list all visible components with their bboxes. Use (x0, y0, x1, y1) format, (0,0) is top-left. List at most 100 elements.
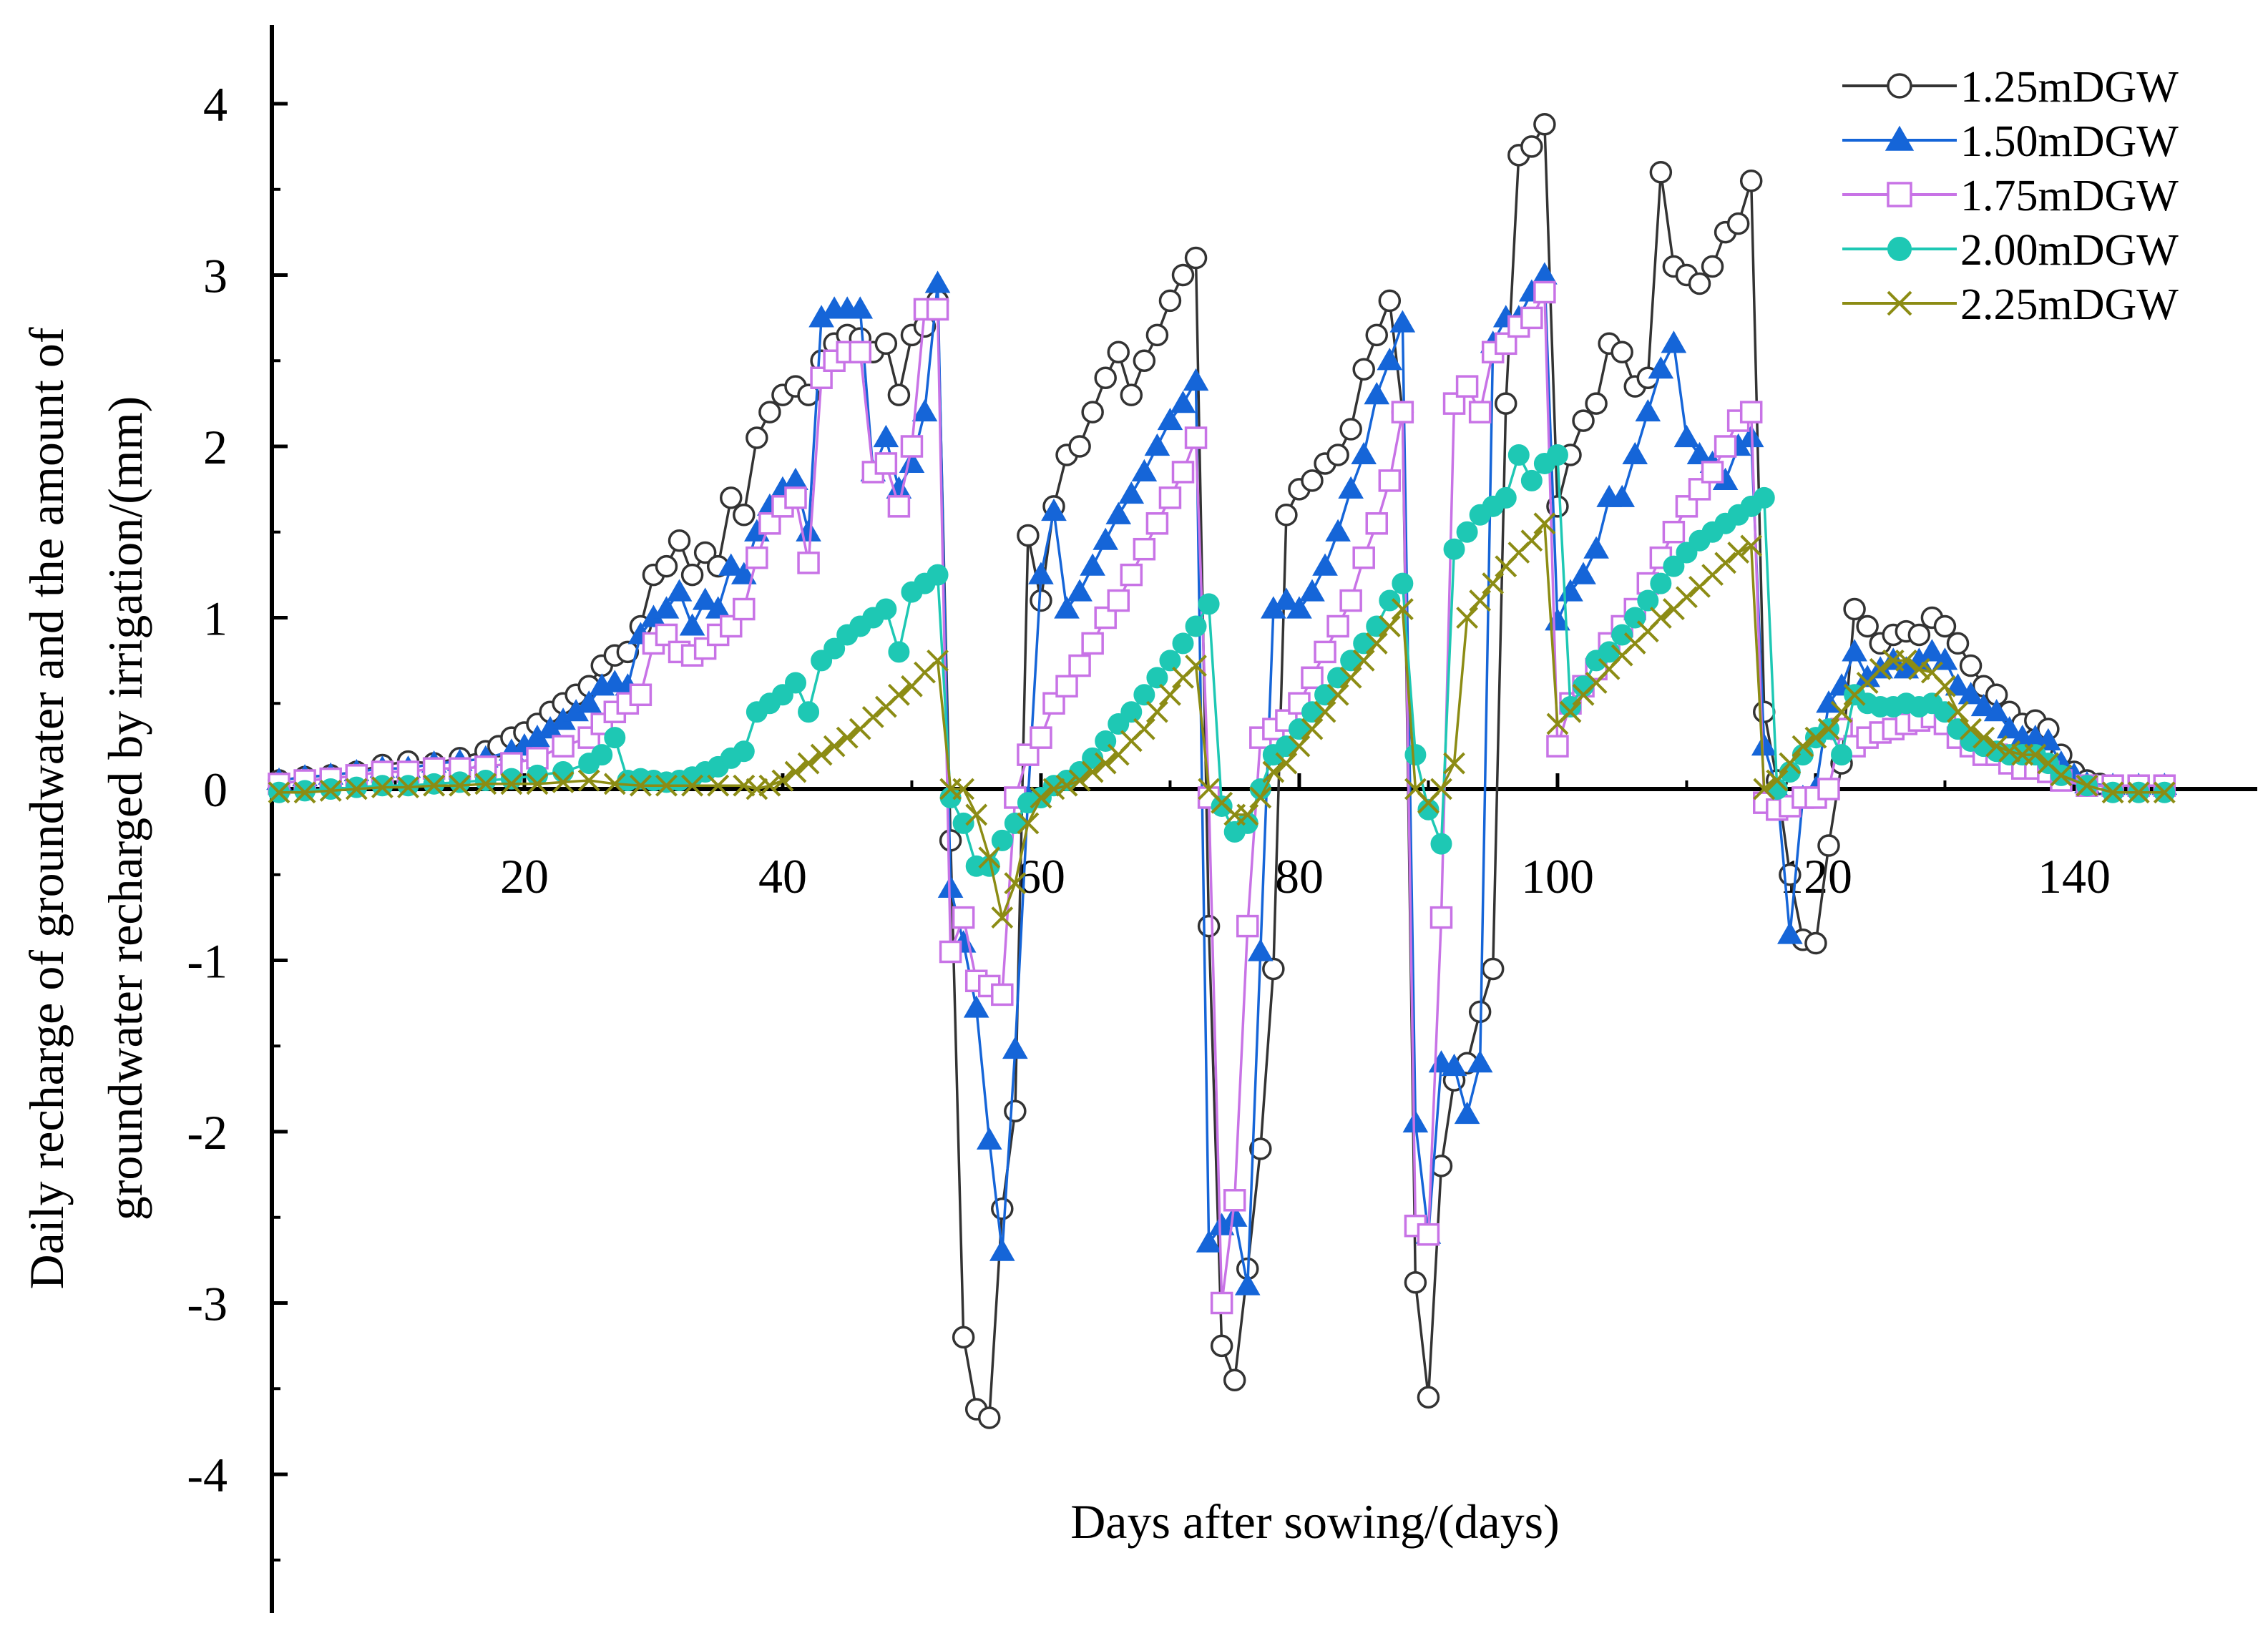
data-point (771, 769, 794, 792)
data-point (911, 398, 938, 422)
data-point (1856, 614, 1879, 638)
data-point (1777, 921, 1803, 944)
data-point (1520, 469, 1543, 491)
data-point (1017, 812, 1040, 835)
data-point (693, 541, 717, 564)
data-point (1649, 607, 1672, 629)
data-point (1714, 552, 1737, 574)
data-point (924, 270, 951, 293)
data-point (1443, 538, 1465, 560)
data-point (1365, 512, 1388, 535)
data-point (1351, 441, 1377, 465)
data-point (1377, 348, 1403, 371)
data-point (991, 906, 1014, 929)
data-point (1068, 435, 1091, 458)
data-point (1598, 641, 1621, 663)
data-point (1804, 931, 1827, 955)
data-point (1158, 289, 1182, 313)
data-point (1970, 693, 1997, 717)
legend-item: 2.00mDGW (1842, 226, 2179, 275)
data-point (1482, 572, 1505, 595)
data-point (1648, 356, 1674, 379)
x-tick-label: 20 (500, 849, 549, 903)
data-point (1946, 632, 1970, 655)
data-point (978, 846, 1001, 869)
data-point (1392, 572, 1414, 594)
data-point (873, 424, 899, 448)
y-tick-label: -1 (187, 934, 228, 989)
data-point (1673, 424, 1700, 448)
data-point (397, 776, 419, 799)
data-point (1996, 716, 2023, 739)
data-point (1649, 161, 1673, 184)
data-point (1402, 1110, 1429, 1133)
data-point (1417, 798, 1440, 821)
data-point (1753, 778, 1776, 800)
data-point (1934, 701, 1956, 723)
data-point (952, 778, 975, 800)
data-point (1907, 623, 1931, 647)
data-point (887, 683, 910, 706)
data-point (1495, 392, 1517, 415)
data-point (1831, 744, 1853, 766)
legend: 1.25mDGW 1.50mDGW 1.75mDGW 2.00mDGW 2.25mDGW (1842, 63, 2179, 329)
data-point (874, 332, 898, 356)
data-point (1701, 461, 1724, 484)
data-point (1081, 632, 1104, 655)
series-layer (266, 112, 2178, 1429)
data-point (1366, 615, 1388, 637)
data-point (1364, 382, 1390, 405)
x-tick-label: 40 (758, 849, 807, 903)
data-point (784, 486, 807, 509)
data-point (847, 296, 874, 319)
data-point (1959, 654, 1983, 677)
y-axis-label-line2: groundwater recharged by irrigation/(mm) (98, 396, 152, 1220)
data-point (1288, 735, 1311, 758)
data-point (1210, 1334, 1233, 1358)
data-point (1262, 957, 1285, 981)
data-point (1686, 441, 1713, 465)
x-tick-label: 100 (1521, 849, 1594, 903)
data-point (718, 553, 744, 576)
data-point (1262, 760, 1285, 783)
data-point (926, 298, 949, 321)
data-point (1327, 667, 1349, 689)
data-point (1184, 246, 1208, 270)
data-point (1532, 262, 1558, 285)
data-point (1443, 752, 1465, 775)
data-point (1158, 486, 1182, 509)
data-point (1080, 553, 1105, 576)
data-point (1249, 1137, 1272, 1160)
data-point (1286, 596, 1312, 619)
data-point (1133, 717, 1155, 740)
data-point (1998, 740, 2021, 763)
data-point (1520, 529, 1543, 552)
data-point (1546, 735, 1569, 758)
data-point (1454, 1101, 1480, 1125)
data-point (823, 637, 846, 660)
data-point (797, 552, 820, 574)
data-point (1804, 726, 1827, 749)
data-point (1171, 461, 1195, 484)
data-point (1197, 914, 1221, 938)
data-point (1495, 486, 1517, 509)
data-point (861, 705, 884, 728)
data-point (1887, 73, 1912, 99)
data-point (1404, 744, 1427, 766)
data-point (1389, 310, 1416, 333)
data-point (319, 779, 342, 802)
data-point (823, 735, 846, 758)
data-point (1378, 615, 1401, 637)
data-point (887, 495, 911, 518)
data-point (293, 781, 316, 804)
data-point (1585, 392, 1608, 415)
data-point (1365, 323, 1388, 347)
data-point (1145, 512, 1169, 535)
data-point (1701, 255, 1724, 278)
data-point (1417, 1386, 1440, 1409)
legend-item: 1.25mDGW (1842, 63, 2179, 112)
data-point (1481, 957, 1505, 981)
data-point (1352, 649, 1375, 672)
data-point (1339, 418, 1362, 441)
